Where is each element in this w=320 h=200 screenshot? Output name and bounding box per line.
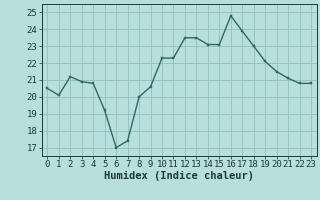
X-axis label: Humidex (Indice chaleur): Humidex (Indice chaleur) (104, 171, 254, 181)
